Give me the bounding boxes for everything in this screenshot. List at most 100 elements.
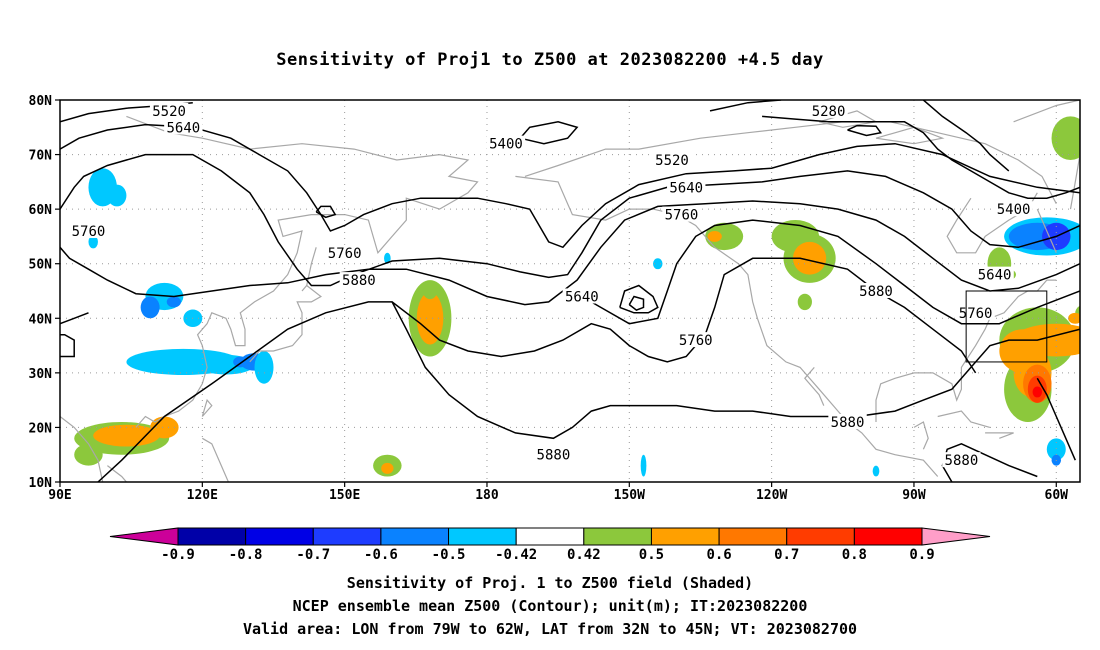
sensitivity-patch	[872, 465, 880, 477]
coastline-segment	[515, 175, 939, 477]
colorbar-box	[312, 527, 382, 546]
colorbar-box	[177, 527, 247, 546]
coastline-segment	[1036, 208, 1057, 254]
contour-label-bg	[662, 206, 701, 222]
coastline-segment	[937, 410, 991, 428]
latitude-ticks: 80N 70N 60N 50N 40N 30N 20N 10N	[29, 94, 60, 491]
sensitivity-patch	[93, 424, 160, 447]
sensitivity-shading	[74, 116, 1080, 477]
sensitivity-patch	[381, 462, 394, 474]
contour-line	[519, 121, 579, 145]
contour-label: 5760	[959, 306, 993, 322]
coastline-segment	[875, 279, 1057, 422]
sensitivity-patch	[1051, 116, 1080, 161]
longitude-ticks: 90E 120E 150E 180 150W 120W 90W 60W	[48, 482, 1068, 503]
colorbar: -0.9 -0.8 -0.7 -0.6 -0.5 -0.42 0.42 0.5 0.6 0.7 0.…	[109, 527, 991, 563]
sensitivity-patch	[107, 184, 127, 207]
coastline-segment	[249, 284, 322, 363]
caption-line-2: NCEP ensemble mean Z500 (Contour); unit(…	[292, 597, 808, 615]
sensitivity-patch	[384, 252, 391, 264]
colorbar-label: 0.42	[567, 547, 601, 563]
contour-label-bg	[164, 119, 203, 135]
contour-label-bg	[994, 201, 1033, 217]
lat-tick-label: 80N	[29, 94, 53, 109]
lon-tick-label: 90W	[902, 488, 926, 503]
contour-line	[60, 312, 89, 325]
colorbar-box	[718, 527, 788, 546]
contour-line	[709, 100, 782, 112]
contour-label-bg	[856, 283, 896, 298]
sensitivity-patch	[1046, 438, 1066, 461]
colorbar-box	[583, 527, 652, 546]
contour-label-bg	[942, 452, 981, 468]
sensitivity-patch	[422, 282, 438, 300]
colorbar-label: -0.7	[296, 547, 330, 563]
contour-label: 5880	[859, 284, 893, 300]
contour-line	[60, 153, 1080, 287]
sensitivity-patch	[416, 292, 444, 345]
contour-label: 5760	[665, 208, 699, 224]
sensitivity-patch	[1032, 386, 1043, 398]
contour-label: 5640	[166, 120, 200, 136]
lon-tick-label: 90E	[48, 488, 71, 503]
contour-line	[315, 205, 337, 219]
lon-tick-label: 120W	[756, 488, 787, 503]
sensitivity-patch	[792, 241, 827, 275]
contour-line	[1036, 377, 1076, 461]
coastline-segment	[524, 121, 1057, 204]
lon-tick-label: 180	[475, 488, 499, 503]
contour-label: 5280	[812, 104, 846, 120]
contour-line	[581, 219, 1080, 325]
sensitivity-patch	[74, 443, 103, 466]
contour-line	[97, 257, 977, 482]
colorbar-box	[650, 527, 720, 546]
sensitivity-patch	[254, 351, 274, 384]
sensitivity-patch	[705, 222, 744, 251]
sensitivity-patch	[653, 258, 663, 270]
contour-label-bg	[149, 102, 189, 118]
coastline-segment	[985, 432, 1014, 439]
colorbar-box	[786, 527, 855, 546]
coastline-segment	[1069, 154, 1080, 210]
sensitivity-patch	[640, 454, 647, 477]
lat-tick-label: 20N	[29, 421, 53, 436]
contour-label: 5880	[831, 415, 865, 431]
coastline-segment	[201, 398, 213, 417]
contour-label: 5640	[565, 289, 599, 305]
contour-label-bg	[534, 446, 573, 462]
coastline-segment	[875, 126, 945, 145]
contour-label-bg	[69, 222, 108, 238]
lat-tick-label: 50N	[29, 258, 53, 273]
contour-label: 5760	[328, 246, 362, 262]
contour-label-bg	[828, 413, 867, 429]
contour-label: 5400	[997, 202, 1031, 218]
valid-area-box	[965, 290, 1048, 363]
lat-tick-label: 70N	[29, 149, 53, 164]
contour-label-bg	[486, 135, 526, 151]
contour-label: 5400	[489, 137, 523, 153]
colorbar-right-arrow	[921, 527, 991, 546]
lon-tick-label: 120E	[187, 488, 218, 503]
colorbar-box	[515, 527, 585, 546]
coastline-segment	[60, 416, 104, 482]
colorbar-label: 0.9	[909, 547, 934, 563]
sensitivity-patch	[797, 293, 812, 311]
contour-label: 5880	[537, 448, 571, 464]
sensitivity-patch	[233, 356, 248, 368]
contour-label: 5520	[152, 104, 186, 120]
colorbar-box	[853, 527, 923, 546]
contour-line	[60, 333, 75, 358]
sensitivity-patch	[707, 230, 722, 242]
contour-label-bg	[667, 179, 706, 195]
contour-label-bg	[975, 266, 1014, 282]
map-area: 5520564057605400528055205640576057605880…	[60, 100, 1080, 482]
contour-line	[922, 100, 1010, 172]
colorbar-label: 0.8	[842, 547, 867, 563]
colorbar-label: -0.8	[229, 547, 263, 563]
contour-line	[628, 295, 645, 311]
colorbar-box	[245, 527, 314, 546]
colorbar-box	[380, 527, 450, 546]
caption-line-3: Valid area: LON from 79W to 62W, LAT fro…	[242, 620, 858, 638]
contour-label: 5640	[978, 268, 1012, 284]
